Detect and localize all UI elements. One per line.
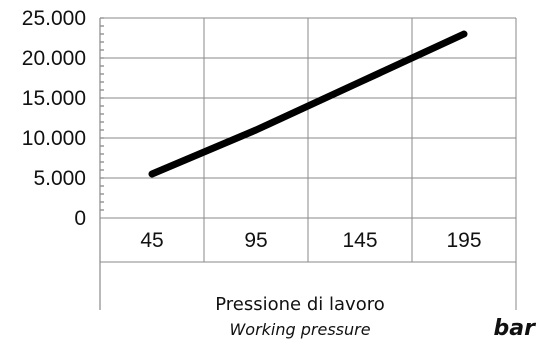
gridlines (100, 17, 517, 262)
x-tick-label: 145 (342, 229, 377, 252)
y-tick-label: 25.000 (22, 7, 86, 30)
y-tick-labels: 0 5.000 10.000 15.000 20.000 25.000 (22, 7, 86, 230)
x-tick-label: 95 (244, 229, 267, 252)
x-tick-labels: 45 95 145 195 (140, 229, 481, 252)
y-tick-label: 0 (74, 207, 86, 230)
x-tick-label: 195 (446, 229, 481, 252)
axes (99, 17, 517, 310)
series-lines (148, 30, 468, 178)
y-tick-label: 20.000 (22, 47, 86, 70)
y-tick-label: 10.000 (22, 127, 86, 150)
x-axis-label: Pressione di lavoro (215, 294, 384, 315)
series-line (148, 30, 468, 178)
x-tick-label: 45 (140, 229, 163, 252)
x-axis-label-secondary: Working pressure (229, 320, 370, 339)
y-tick-label: 15.000 (22, 87, 86, 110)
y-tick-label: 5.000 (33, 167, 86, 190)
unit-label: bar (494, 316, 537, 341)
